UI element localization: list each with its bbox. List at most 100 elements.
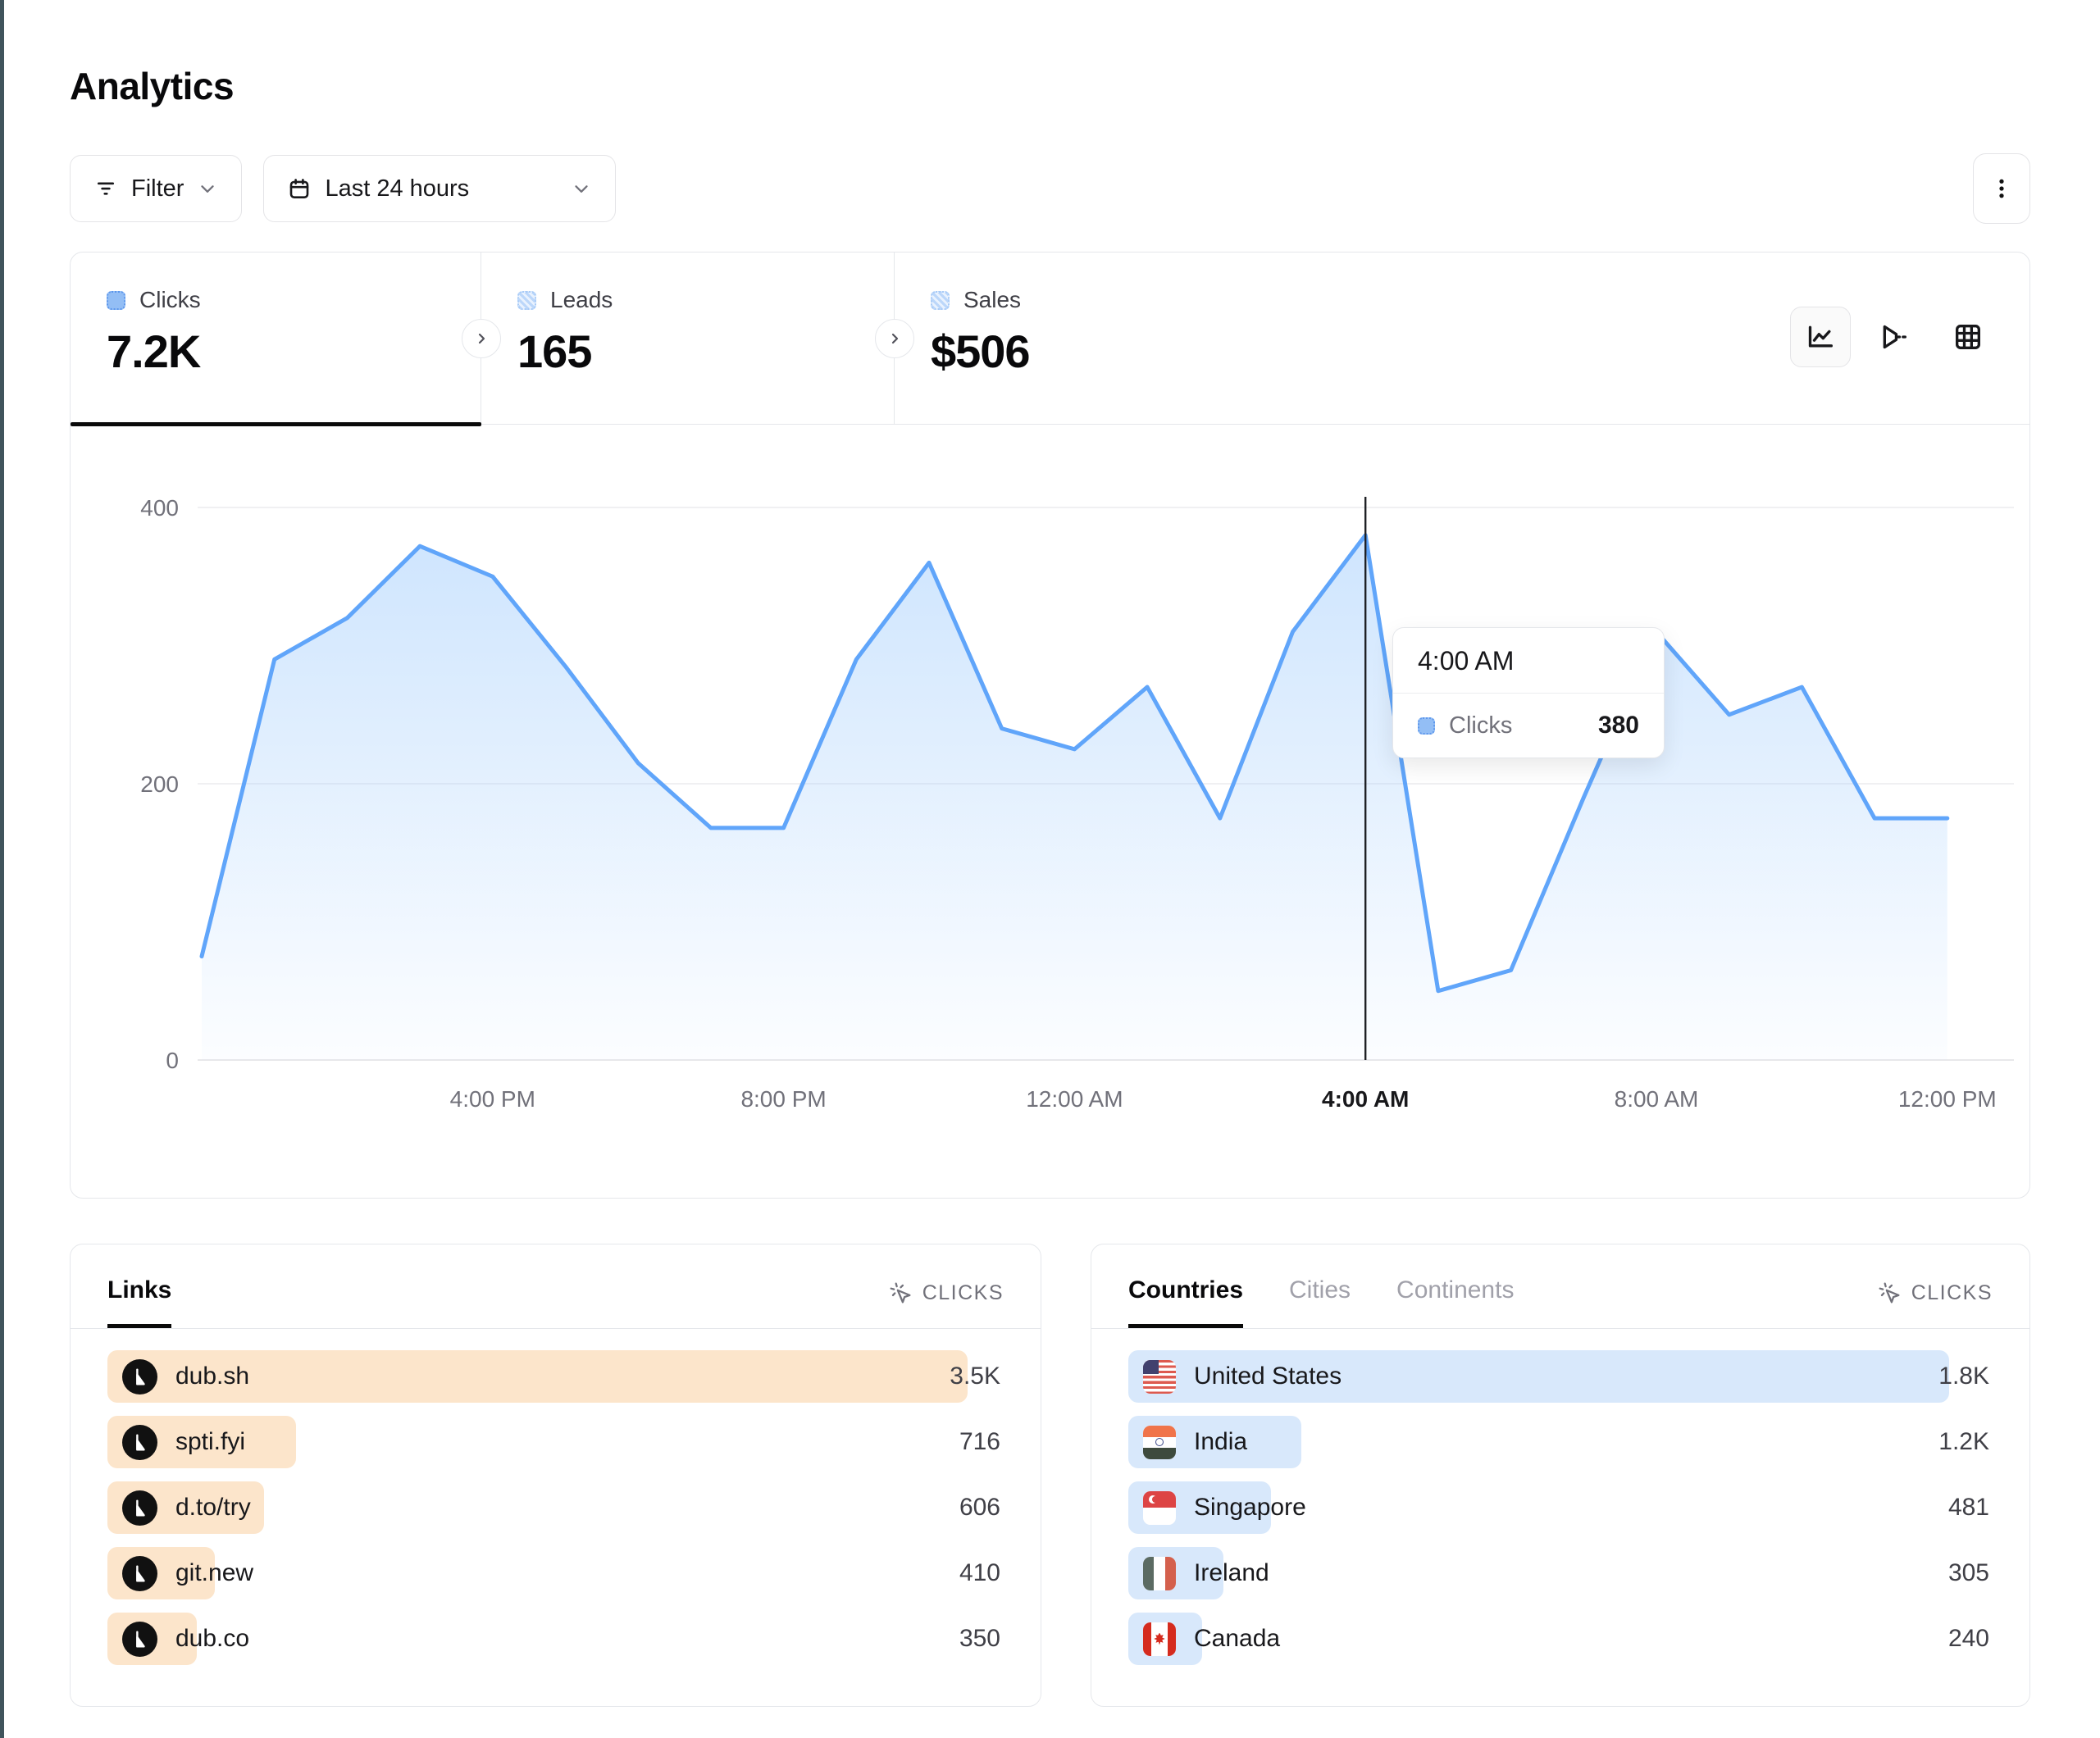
tooltip-value: 380 [1597, 712, 1639, 739]
row-label: Canada [1194, 1625, 1281, 1652]
link-row[interactable]: dub.co 350 [107, 1613, 1004, 1665]
row-label: Singapore [1194, 1494, 1306, 1521]
country-row[interactable]: India 1.2K [1128, 1416, 1993, 1468]
row-label: dub.sh [175, 1363, 250, 1390]
svg-text:200: 200 [140, 771, 179, 797]
sg-flag-icon [1143, 1490, 1176, 1525]
links-panel: Links CLICKS dub.sh 3.5K spti.fyi 716 d.to/t… [70, 1244, 1041, 1707]
chevron-down-icon [197, 178, 218, 199]
tab-clicks[interactable]: Clicks 7.2K [71, 253, 481, 426]
chart-tooltip: 4:00 AM Clicks 380 [1392, 627, 1665, 758]
date-range-label: Last 24 hours [325, 175, 470, 202]
row-value: 3.5K [950, 1363, 1000, 1390]
clicks-value: 7.2K [107, 325, 201, 377]
row-label: git.new [175, 1559, 254, 1586]
row-value: 1.2K [1938, 1428, 1989, 1455]
row-value: 305 [1947, 1559, 1989, 1586]
chart-view-toggles [1790, 307, 1998, 367]
row-value: 716 [959, 1428, 1000, 1455]
row-value: 240 [1947, 1625, 1989, 1652]
svg-text:400: 400 [140, 495, 179, 521]
stats-tabs: Clicks 7.2K Leads 165 Sales $506 [71, 253, 2029, 426]
links-list: dub.sh 3.5K spti.fyi 716 d.to/try 606 git.new 4… [71, 1329, 1041, 1665]
tooltip-series-label: Clicks [1449, 712, 1513, 739]
svg-text:12:00 AM: 12:00 AM [1026, 1086, 1123, 1112]
dub-logo-icon [122, 1555, 157, 1591]
leads-legend-swatch [517, 290, 536, 310]
filter-button[interactable]: Filter [70, 155, 243, 222]
row-label: Ireland [1194, 1559, 1269, 1586]
leads-value: 165 [517, 325, 592, 377]
dub-logo-icon [122, 1490, 157, 1526]
country-row[interactable]: Singapore 481 [1128, 1481, 1993, 1534]
line-chart-view-button[interactable] [1790, 307, 1851, 367]
link-row[interactable]: d.to/try 606 [107, 1481, 1004, 1534]
page-title: Analytics [70, 65, 235, 107]
row-value: 410 [959, 1559, 1000, 1586]
more-options-button[interactable] [1973, 153, 2030, 224]
sales-label: Sales [963, 287, 1022, 312]
date-range-button[interactable]: Last 24 hours [263, 155, 617, 222]
left-edge-strip [0, 0, 4, 1738]
row-label: India [1194, 1428, 1248, 1455]
country-row[interactable]: United States 1.8K [1128, 1350, 1993, 1403]
cursor-click-icon [889, 1281, 913, 1305]
countries-metric-sort[interactable]: CLICKS [1878, 1281, 1993, 1328]
links-metric-sort[interactable]: CLICKS [889, 1281, 1004, 1328]
tooltip-time: 4:00 AM [1393, 628, 1664, 694]
link-row[interactable]: spti.fyi 716 [107, 1416, 1004, 1468]
svg-text:0: 0 [166, 1048, 179, 1073]
tab-links[interactable]: Links [107, 1276, 172, 1328]
ca-flag-icon [1143, 1622, 1176, 1656]
table-view-button[interactable] [1938, 307, 1998, 367]
analytics-card: Clicks 7.2K Leads 165 Sales $506 [70, 252, 2030, 1199]
tab-cities[interactable]: Cities [1289, 1276, 1351, 1304]
country-row[interactable]: Canada 240 [1128, 1613, 1993, 1665]
filter-label: Filter [131, 175, 184, 202]
row-value: 606 [959, 1494, 1000, 1521]
clicks-label: Clicks [139, 287, 201, 312]
funnel-view-button[interactable] [1864, 307, 1925, 367]
row-label: United States [1194, 1363, 1342, 1390]
row-label: spti.fyi [175, 1428, 246, 1455]
row-label: dub.co [175, 1625, 250, 1652]
leads-label: Leads [550, 287, 613, 312]
grid-icon [1952, 321, 1984, 353]
expand-leads-chevron[interactable] [875, 319, 914, 358]
svg-text:8:00 PM: 8:00 PM [740, 1086, 826, 1112]
tab-countries[interactable]: Countries [1128, 1276, 1244, 1328]
clicks-timeseries-chart[interactable]: 0 200 400 4:00 PM 8:00 PM 12:00 AM 4:00 AM 8:00… [71, 425, 2029, 1197]
area-chart: 0 200 400 4:00 PM 8:00 PM 12:00 AM 4:00 AM 8:00… [140, 495, 2014, 1112]
country-row[interactable]: Ireland 305 [1128, 1547, 1993, 1599]
expand-clicks-chevron[interactable] [462, 319, 501, 358]
us-flag-icon [1143, 1359, 1176, 1394]
funnel-icon [1878, 321, 1911, 353]
chevron-down-icon [571, 178, 592, 199]
filter-icon [93, 176, 118, 201]
svg-text:8:00 AM: 8:00 AM [1615, 1086, 1699, 1112]
link-row[interactable]: git.new 410 [107, 1547, 1004, 1599]
kebab-icon [1989, 175, 2014, 202]
sales-value: $506 [931, 325, 1031, 377]
tooltip-legend-swatch [1418, 717, 1435, 735]
dub-logo-icon [122, 1424, 157, 1460]
link-row[interactable]: dub.sh 3.5K [107, 1350, 1004, 1403]
toolbar: Filter Last 24 hours [70, 153, 2030, 224]
countries-list: United States 1.8K India 1.2K Singapore 481 Ir… [1091, 1329, 2029, 1665]
dub-logo-icon [122, 1358, 157, 1394]
tab-leads[interactable]: Leads 165 [481, 253, 895, 424]
value-bar [1128, 1350, 1950, 1403]
svg-text:4:00 AM: 4:00 AM [1322, 1086, 1409, 1112]
line-chart-icon [1804, 321, 1837, 353]
svg-text:4:00 PM: 4:00 PM [450, 1086, 535, 1112]
tab-sales[interactable]: Sales $506 [895, 253, 2029, 424]
row-value: 1.8K [1938, 1363, 1989, 1390]
clicks-legend-swatch [107, 290, 125, 310]
countries-panel: Countries Cities Continents CLICKS Unite… [1091, 1244, 2030, 1707]
tab-continents[interactable]: Continents [1396, 1276, 1515, 1304]
breakdown-panels: Links CLICKS dub.sh 3.5K spti.fyi 716 d.to/t… [70, 1244, 2030, 1707]
dub-logo-icon [122, 1621, 157, 1657]
value-bar [107, 1350, 968, 1403]
active-tab-underline [71, 422, 481, 426]
svg-text:12:00 PM: 12:00 PM [1898, 1086, 1997, 1112]
